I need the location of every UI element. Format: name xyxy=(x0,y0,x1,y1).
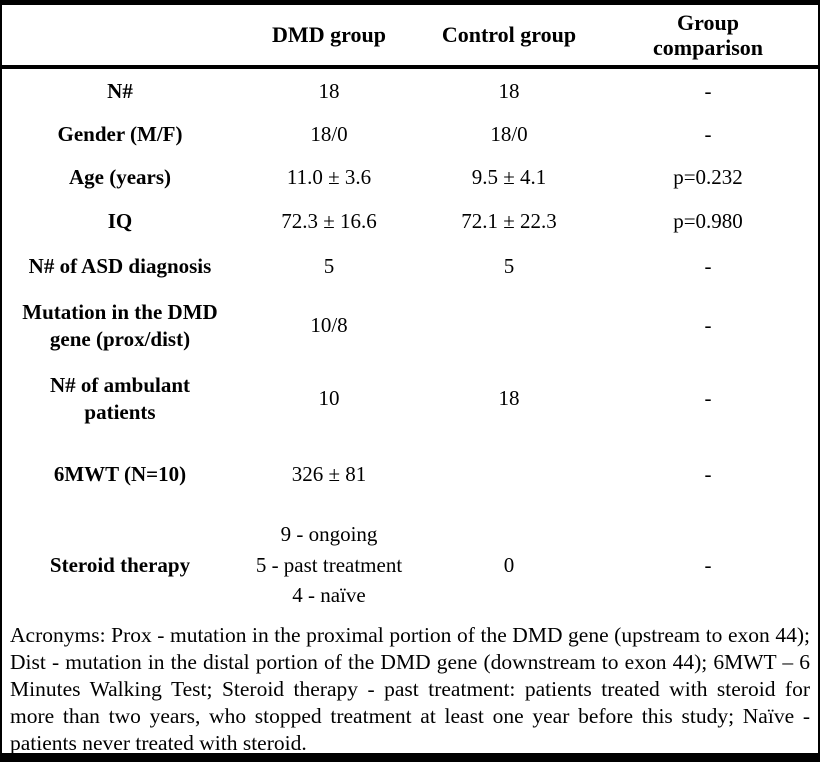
header-corner-cell xyxy=(2,5,238,65)
comparison-value: - xyxy=(704,386,712,411)
header-dmd-label: DMD group xyxy=(272,22,386,48)
row-label-text: Age (years) xyxy=(68,165,172,190)
comparison-value: p=0.232 xyxy=(673,165,743,190)
comparison-value: - xyxy=(704,122,712,147)
table-row-n: N# 18 18 - xyxy=(2,69,818,113)
row-label: N# of ASD diagnosis xyxy=(2,243,238,289)
row-label: IQ xyxy=(2,199,238,243)
row-label: Steroid therapy xyxy=(2,514,238,616)
comparison-value: - xyxy=(704,462,712,487)
table-row-steroid: Steroid therapy 9 - ongoing 5 - past tre… xyxy=(2,514,818,616)
table-row-6mwt: 6MWT (N=10) 326 ± 81 - xyxy=(2,435,818,514)
row-label: N# xyxy=(2,69,238,113)
control-value: 72.1 ± 22.3 xyxy=(461,208,557,233)
row-label: Gender (M/F) xyxy=(2,113,238,156)
control-value: 0 xyxy=(503,552,515,577)
table-row-ambulant: N# of ambulant patients 10 18 - xyxy=(2,362,818,435)
row-label-text: IQ xyxy=(107,208,133,233)
row-label-text: N# of ASD diagnosis xyxy=(28,253,212,278)
acronyms-footnote: Acronyms: Prox - mutation in the proxima… xyxy=(10,623,810,753)
dmd-value: 10 xyxy=(318,386,340,411)
table-row-age: Age (years) 11.0 ± 3.6 9.5 ± 4.1 p=0.232 xyxy=(2,156,818,199)
control-value: 5 xyxy=(503,253,515,278)
control-value: 18 xyxy=(498,386,520,411)
table-row-mutation: Mutation in the DMD gene (prox/dist) 10/… xyxy=(2,289,818,362)
dmd-value: 326 ± 81 xyxy=(291,462,367,487)
control-value: 18 xyxy=(498,78,520,103)
row-label: 6MWT (N=10) xyxy=(2,435,238,514)
row-label-text: Steroid therapy xyxy=(49,552,191,577)
row-label-text: N# of ambulant patients xyxy=(49,373,191,424)
row-label-text: N# xyxy=(107,78,133,103)
dmd-value: 9 - ongoing 5 - past treatment 4 - naïve xyxy=(255,522,403,608)
control-value: 9.5 ± 4.1 xyxy=(471,165,547,190)
comparison-value: p=0.980 xyxy=(673,208,743,233)
comparison-value: - xyxy=(704,253,712,278)
control-value xyxy=(420,289,598,362)
header-group-comparison: Group comparison xyxy=(598,5,818,65)
row-label-text: Mutation in the DMD gene (prox/dist) xyxy=(22,300,218,351)
header-control-label: Control group xyxy=(441,22,577,48)
comparison-value: - xyxy=(704,552,712,577)
dmd-value: 18/0 xyxy=(310,122,348,147)
comparison-value: - xyxy=(704,313,712,338)
dmd-value: 10/8 xyxy=(310,313,348,338)
header-comparison-label: Group comparison xyxy=(653,9,763,60)
dmd-value: 5 xyxy=(323,253,335,278)
row-label-text: 6MWT (N=10) xyxy=(53,462,187,487)
header-dmd-group: DMD group xyxy=(238,5,420,65)
table-row-gender: Gender (M/F) 18/0 18/0 - xyxy=(2,113,818,156)
dmd-value: 72.3 ± 16.6 xyxy=(281,208,377,233)
row-label: Age (years) xyxy=(2,156,238,199)
row-label: Mutation in the DMD gene (prox/dist) xyxy=(2,289,238,362)
control-value xyxy=(420,435,598,514)
comparison-value: - xyxy=(704,78,712,103)
table-row-asd: N# of ASD diagnosis 5 5 - xyxy=(2,243,818,289)
table-row-iq: IQ 72.3 ± 16.6 72.1 ± 22.3 p=0.980 xyxy=(2,199,818,243)
row-label-text: Gender (M/F) xyxy=(57,122,183,147)
header-control-group: Control group xyxy=(420,5,598,65)
dmd-value: 18 xyxy=(318,78,340,103)
control-value: 18/0 xyxy=(490,122,528,147)
table-header-row: DMD group Control group Group comparison xyxy=(2,5,818,69)
row-label: N# of ambulant patients xyxy=(2,362,238,435)
dmd-value: 11.0 ± 3.6 xyxy=(286,165,372,190)
